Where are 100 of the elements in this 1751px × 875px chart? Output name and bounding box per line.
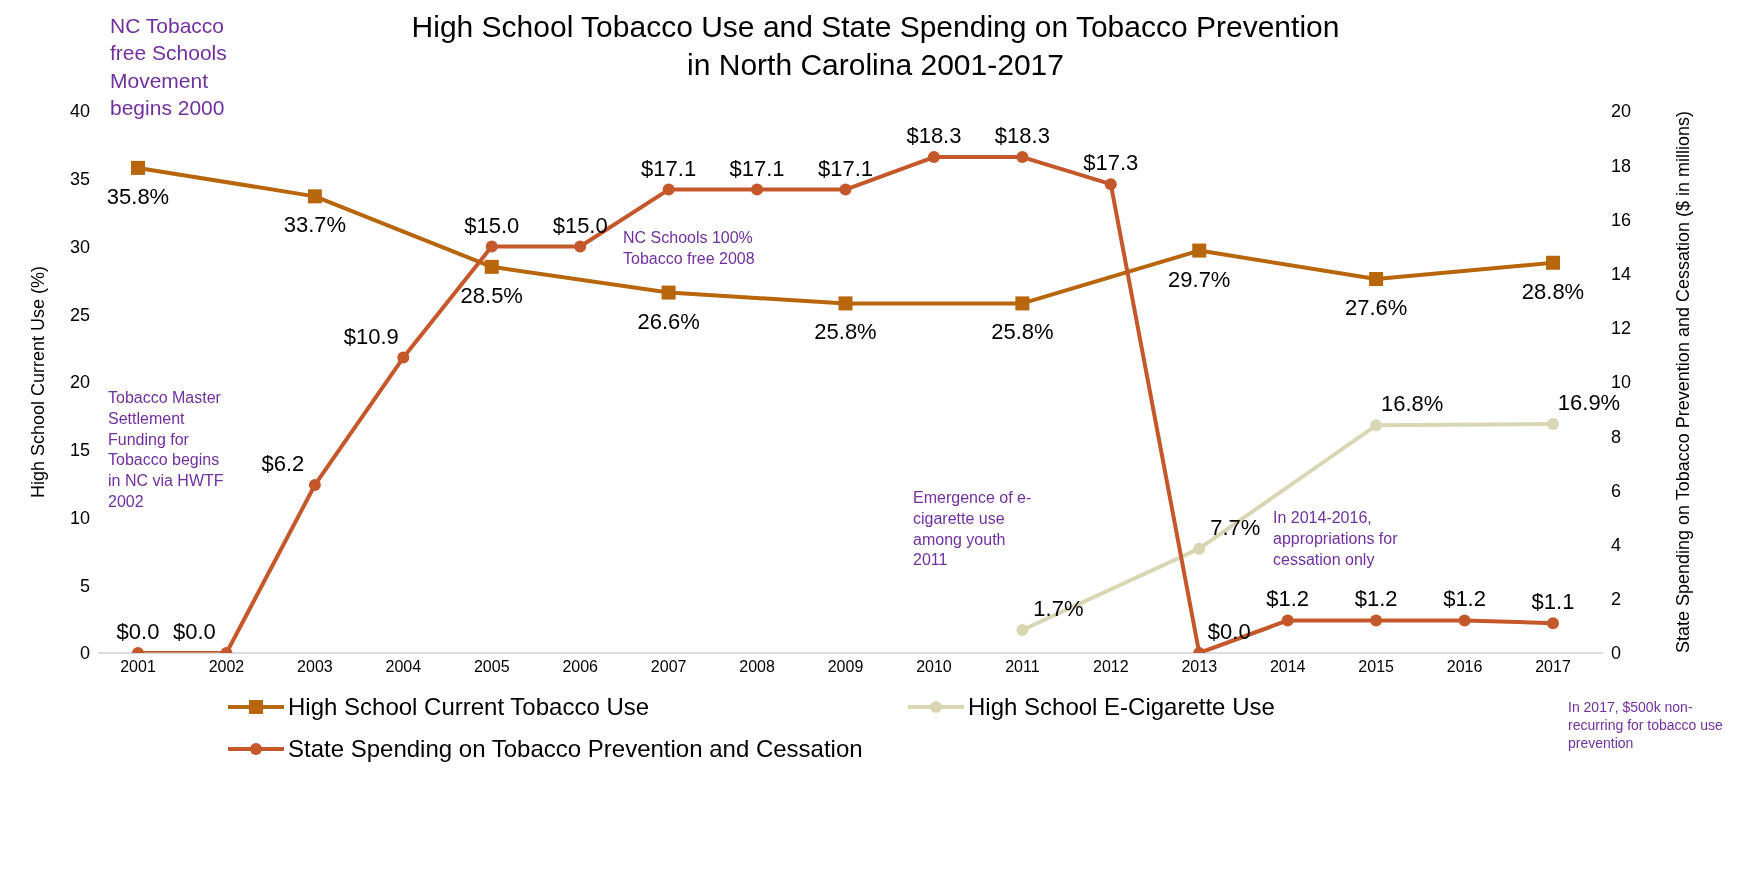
point [1370, 614, 1383, 627]
x-tick-label: 2012 [1093, 658, 1129, 676]
y2-tick-label: 20 [1611, 101, 1632, 122]
x-tick-label: 2017 [1535, 658, 1571, 676]
x-tick-label: 2005 [473, 658, 510, 676]
point [574, 240, 587, 253]
point [1547, 418, 1559, 431]
data-label: 29.7% [1168, 266, 1231, 292]
data-label: $0.0 [1207, 619, 1251, 644]
annotation: In 2014-2016, appropriations for cessation only [1273, 508, 1399, 570]
point [839, 183, 852, 196]
x-tick-label: 2010 [916, 658, 952, 676]
point [838, 296, 853, 311]
data-label: $0.0 [173, 619, 216, 644]
point [662, 183, 675, 196]
point [1546, 255, 1560, 270]
y-tick-label: 25 [69, 304, 90, 325]
y2-tick-label: 10 [1611, 372, 1632, 393]
y-tick-label: 5 [79, 575, 90, 596]
point [131, 160, 145, 175]
data-label: $1.2 [1443, 586, 1486, 612]
point [927, 151, 940, 164]
data-label: 1.7% [1033, 595, 1084, 621]
data-label: $17.1 [641, 155, 697, 181]
y2-tick-label: 6 [1611, 480, 1622, 501]
y-tick-label: 0 [79, 643, 90, 664]
y2-tick-label: 2 [1611, 589, 1622, 610]
data-label: $17.3 [1083, 150, 1139, 176]
data-label: $17.1 [729, 155, 785, 181]
data-label: $15.0 [552, 212, 608, 238]
point [485, 240, 498, 253]
y-tick-label: 40 [69, 101, 90, 122]
x-tick-label: 2011 [1005, 658, 1040, 676]
data-label: $6.2 [261, 450, 305, 476]
annotation: Tobacco Master Settlement Funding for Tobacco begins in NC via HWTF 2002 [108, 388, 225, 512]
point [1370, 419, 1383, 432]
y-tick-label: 30 [69, 236, 90, 257]
data-label: 16.8% [1380, 391, 1444, 417]
annotation: NC Tobacco free Schools Movement begins 2000 [110, 13, 228, 121]
data-label: 33.7% [283, 212, 347, 238]
data-label: 27.6% [1344, 295, 1408, 321]
text: In 2017, $500k non-recurring for tobacco use prevention [1568, 698, 1724, 753]
y2-tick-label: 18 [1611, 155, 1632, 176]
data-label: 35.8% [106, 183, 170, 209]
point [1369, 272, 1384, 287]
legend-label: High School E-Cigarette Use [968, 693, 1275, 721]
chart-title: High School Tobacco Use and State Spending on Tobacco Prevention in North Carolina 2001-2017 [411, 10, 1340, 81]
data-label: $1.2 [1354, 586, 1398, 612]
data-label: $0.0 [116, 619, 160, 644]
x-tick-label: 2016 [1446, 658, 1483, 676]
x-tick-label: 2001 [120, 658, 156, 676]
point [751, 183, 764, 196]
y-tick-label: 10 [69, 507, 90, 528]
y2-tick-label: 0 [1611, 643, 1622, 664]
data-label: 7.7% [1210, 514, 1261, 540]
y-axis-title: High School Current Use (%) [28, 265, 49, 499]
x-tick-label: 2004 [385, 658, 422, 676]
y-tick-label: 15 [69, 440, 90, 461]
y2-tick-label: 8 [1611, 426, 1622, 447]
data-label: $18.3 [994, 123, 1050, 149]
x-tick-label: 2013 [1181, 658, 1218, 676]
data-label: 16.9% [1557, 390, 1621, 416]
y2-tick-label: 4 [1611, 534, 1622, 555]
legend-label: State Spending on Tobacco Prevention and Cessation [288, 735, 863, 763]
data-label: 25.8% [814, 319, 877, 345]
y2-tick-label: 16 [1611, 209, 1632, 230]
data-label: 26.6% [637, 308, 700, 334]
x-tick-label: 2002 [208, 658, 245, 676]
data-label: 28.8% [1521, 278, 1585, 304]
y2-tick-label: 14 [1611, 263, 1632, 284]
y-tick-label: 35 [69, 169, 90, 190]
y2-axis-title: State Spending on Tobacco Prevention and Cessation ($ in millions) [1673, 111, 1694, 653]
x-tick-label: 2015 [1358, 658, 1395, 676]
point [1104, 178, 1117, 191]
x-tick-label: 2009 [827, 658, 864, 676]
annotation: Emergence of e-cigarette use among youth 2011 [913, 488, 1033, 571]
data-label: $15.0 [464, 212, 520, 238]
data-label: 25.8% [991, 319, 1054, 345]
annotation: NC Schools 100% Tobacco free 2008 [623, 228, 756, 269]
x-tick-label: 2003 [297, 658, 333, 676]
point [397, 351, 410, 364]
x-tick-label: 2008 [739, 658, 775, 676]
data-label: 28.5% [460, 282, 523, 308]
point [1547, 617, 1559, 630]
x-tick-label: 2006 [562, 658, 599, 676]
x-tick-label: 2014 [1269, 658, 1306, 676]
point [1458, 614, 1471, 627]
point [1015, 296, 1030, 311]
point [307, 189, 322, 204]
point [1016, 151, 1029, 164]
point [1192, 243, 1207, 258]
y-tick-label: 20 [69, 372, 90, 393]
data-label: $1.1 [1531, 589, 1575, 615]
legend-label: High School Current Tobacco Use [288, 693, 650, 721]
data-label: $1.2 [1266, 586, 1310, 612]
point [661, 285, 676, 300]
point [1193, 542, 1206, 555]
point [1281, 614, 1294, 627]
point [484, 259, 499, 274]
data-label: $10.9 [343, 323, 399, 349]
